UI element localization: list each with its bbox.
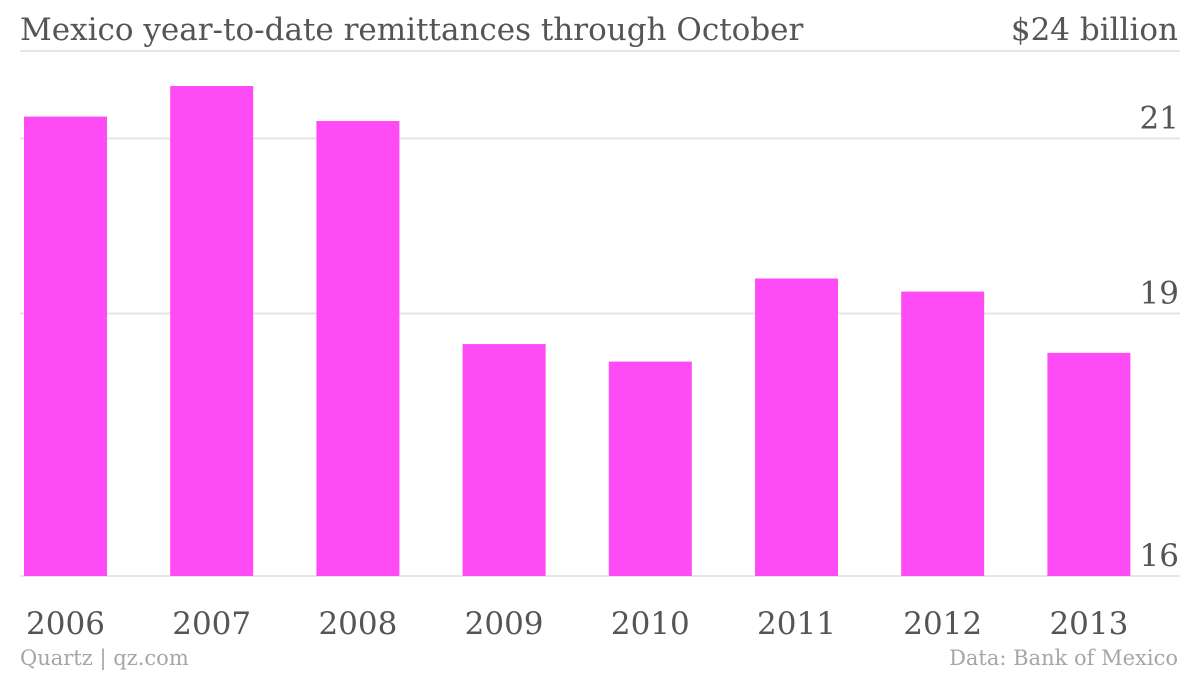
x-tick-label-2013: 2013 xyxy=(1049,606,1128,642)
bar-2013 xyxy=(1047,352,1131,576)
bar-2011 xyxy=(755,278,838,576)
x-tick-label-2011: 2011 xyxy=(757,606,836,642)
x-tick-label-2008: 2008 xyxy=(318,606,397,642)
bar-2009 xyxy=(462,344,546,576)
footer-source: Data: Bank of Mexico xyxy=(949,646,1178,670)
bar-2010 xyxy=(608,361,692,576)
bar-2006 xyxy=(24,116,107,576)
x-axis-tick-labels: 2006 2007 2008 2009 2010 2011 2012 2013 xyxy=(26,606,1128,642)
x-tick-label-2006: 2006 xyxy=(26,606,105,642)
y-axis-top-label: $24 billion xyxy=(1010,12,1178,48)
x-tick-label-2010: 2010 xyxy=(611,606,690,642)
x-tick-label-2007: 2007 xyxy=(172,606,251,642)
bar-2012 xyxy=(901,291,985,576)
footer-credit: Quartz | qz.com xyxy=(20,646,189,670)
y-tick-label-16: 16 xyxy=(1140,538,1179,574)
y-axis-tick-labels: 21 19 16 xyxy=(1140,101,1179,575)
bar-2008 xyxy=(316,121,400,576)
y-tick-label-21: 21 xyxy=(1140,101,1179,137)
bars xyxy=(24,86,1131,576)
bar-2007 xyxy=(170,86,254,576)
x-tick-label-2012: 2012 xyxy=(903,606,982,642)
y-tick-label-19: 19 xyxy=(1140,276,1179,312)
x-tick-label-2009: 2009 xyxy=(465,606,544,642)
title-divider xyxy=(20,50,1180,52)
chart-title: Mexico year-to-date remittances through … xyxy=(20,12,804,48)
